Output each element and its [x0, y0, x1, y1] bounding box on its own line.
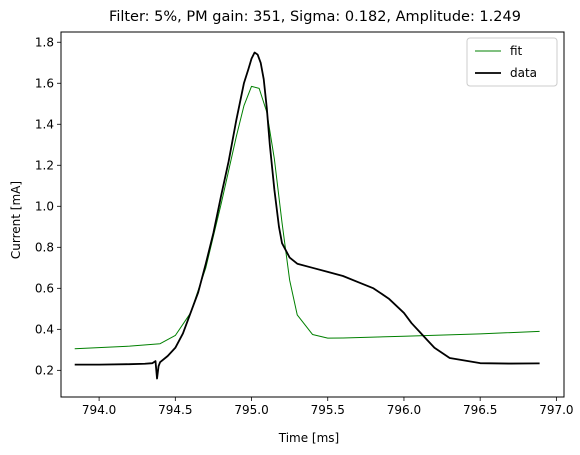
- x-tick-label: 796.0: [387, 403, 421, 417]
- y-axis-ticks: 0.2 0.4 0.6 0.8 1.0 1.2 1.4 1.6 1.8: [35, 35, 61, 377]
- series-layer: [74, 51, 540, 380]
- x-axis-ticks: 794.0 794.5 795.0 795.5 796.0 796.5 797.0: [82, 397, 574, 417]
- y-tick-label: 1.2: [35, 158, 54, 172]
- legend-box: [466, 37, 558, 87]
- legend-label-data: data: [510, 66, 537, 80]
- y-tick-label: 0.2: [35, 363, 54, 377]
- series-line-fit: [74, 85, 540, 350]
- legend-label-fit: fit: [510, 44, 523, 58]
- x-tick-label: 795.5: [311, 403, 345, 417]
- y-tick-label: 0.6: [35, 281, 54, 295]
- x-tick-label: 794.0: [82, 403, 116, 417]
- y-tick-label: 1.6: [35, 76, 54, 90]
- x-axis-label: Time [ms]: [278, 431, 340, 445]
- y-tick-label: 1.4: [35, 117, 54, 131]
- y-tick-label: 1.8: [35, 35, 54, 49]
- series-line-data: [74, 51, 540, 380]
- axes-frame: [60, 31, 565, 398]
- x-tick-label: 795.0: [234, 403, 268, 417]
- y-tick-label: 0.8: [35, 240, 54, 254]
- x-tick-label: 794.5: [158, 403, 192, 417]
- chart-title: Filter: 5%, PM gain: 351, Sigma: 0.182, …: [109, 9, 521, 25]
- y-axis-label: Current [mA]: [9, 181, 23, 259]
- y-tick-label: 0.4: [35, 322, 54, 336]
- x-tick-label: 796.5: [463, 403, 497, 417]
- legend: fit data: [466, 37, 558, 87]
- x-tick-label: 797.0: [539, 403, 573, 417]
- y-tick-label: 1.0: [35, 199, 54, 213]
